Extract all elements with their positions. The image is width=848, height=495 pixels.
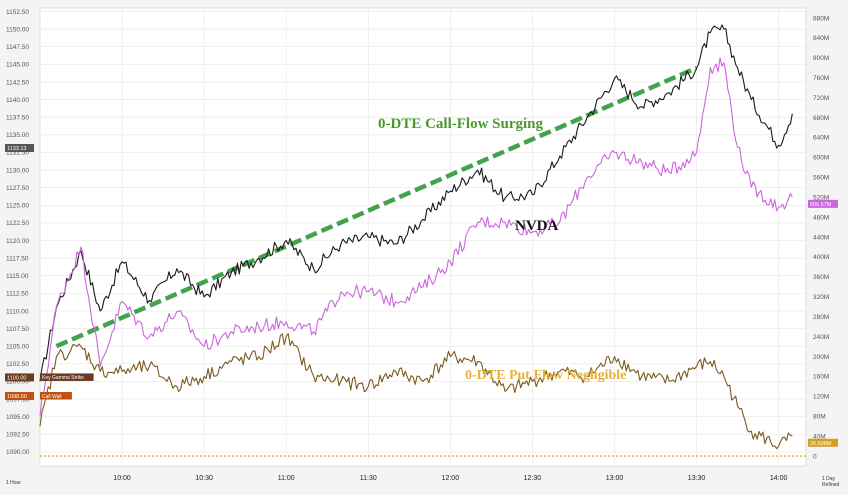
- y-left-tick-label: 1130.00: [6, 167, 29, 174]
- x-tick-label: 10:30: [195, 475, 213, 482]
- y-left-tick-label: 1115.00: [6, 273, 29, 280]
- y-right-tick-label: 360M: [813, 274, 829, 281]
- y-left-tick-label: 1095.00: [6, 414, 30, 421]
- y-right-tick-label: 560M: [813, 175, 829, 182]
- price-tag-text: 1100.00: [7, 375, 26, 381]
- y-right-tick-label: 600M: [813, 155, 829, 162]
- y-left-tick-label: 1092.50: [6, 432, 30, 439]
- y-right-tick-label: 80M: [813, 414, 826, 421]
- y-left-tick-label: 1132.50: [6, 150, 29, 157]
- y-right-tick-label: 520M: [813, 194, 829, 201]
- x-tick-label: 10:00: [113, 475, 131, 482]
- y-right-tick-label: 240M: [813, 334, 829, 341]
- y-left-tick-label: 1140.00: [6, 97, 29, 104]
- y-right-tick-label: 0: [813, 453, 817, 460]
- y-right-tick-label: 400M: [813, 254, 829, 261]
- x-tick-label: 12:30: [524, 475, 542, 482]
- call-flow-series-line: [39, 57, 793, 417]
- price-tag-box: [5, 392, 34, 401]
- y-left-tick-label: 1137.50: [6, 115, 29, 122]
- put-flow-series-line: [39, 333, 793, 450]
- y-left-tick-label: 1090.00: [6, 449, 30, 456]
- level-label-text: Key Gamma Strike: [42, 375, 84, 381]
- x-tick-label: 12:00: [442, 475, 460, 482]
- y-left-tick-label: 1135.00: [6, 132, 29, 139]
- y-right-tick-label: 280M: [813, 314, 829, 321]
- x-tick-label: 14:00: [770, 475, 788, 482]
- y-right-tick-label: 640M: [813, 135, 829, 142]
- x-corner-right-label-line2: Refined: [822, 482, 839, 488]
- x-tick-label: 11:30: [360, 475, 377, 482]
- y-left-tick-label: 1105.00: [6, 344, 29, 351]
- y-left-tick-label: 1150.00: [6, 26, 29, 33]
- y-right-tick-label: 760M: [813, 75, 829, 82]
- price-tag-box: [5, 373, 34, 382]
- nvda-series-line: [39, 24, 793, 382]
- y-left-tick-label: 1152.50: [6, 9, 29, 16]
- y-left-tick-label: 1147.50: [6, 44, 29, 51]
- x-tick-label: 13:00: [606, 475, 624, 482]
- price-tag-text: 1098.50: [7, 394, 27, 400]
- plot-area: [39, 7, 807, 467]
- x-tick-label: 13:30: [688, 475, 706, 482]
- y-right-tick-label: 880M: [813, 15, 829, 22]
- put-flow-annotation: 0-DTE Put Flow Negligible: [465, 368, 626, 383]
- right-tag-box: [808, 199, 838, 208]
- y-right-tick-label: 40M: [813, 433, 826, 440]
- y-left-tick-label: 1127.50: [6, 185, 29, 192]
- y-left-tick-label: 1122.50: [6, 220, 29, 227]
- y-right-tick-label: 680M: [813, 115, 829, 122]
- y-right-tick-label: 320M: [813, 294, 829, 301]
- level-label-text: Call Wall: [42, 394, 62, 400]
- call-flow-annotation: 0-DTE Call-Flow Surging: [378, 116, 544, 132]
- y-right-tick-label: 840M: [813, 35, 829, 42]
- y-left-tick-label: 1107.50: [6, 326, 29, 333]
- x-tick-label: 11:00: [278, 475, 295, 482]
- y-left-tick-label: 1120.00: [6, 238, 29, 245]
- y-right-tick-label: 200M: [813, 354, 829, 361]
- level-label-box: [40, 373, 94, 381]
- right-tag-text: 26.698M: [810, 441, 832, 447]
- x-corner-right-label-line1: 1 Day: [822, 476, 836, 482]
- y-right-tick-label: 160M: [813, 374, 829, 381]
- level-label-box: [40, 392, 72, 400]
- y-left-tick-label: 1110.00: [6, 308, 29, 315]
- y-left-tick-label: 1142.50: [6, 79, 29, 86]
- price-tag-box: [5, 144, 34, 153]
- y-left-tick-label: 1117.50: [6, 255, 29, 262]
- y-right-tick-label: 800M: [813, 55, 829, 62]
- y-right-tick-label: 480M: [813, 214, 829, 221]
- y-right-tick-label: 120M: [813, 394, 829, 401]
- y-right-tick-label: 440M: [813, 234, 829, 241]
- y-left-tick-label: 1125.00: [6, 203, 29, 210]
- nvda-annotation: NVDA: [515, 218, 558, 234]
- right-tag-box: [808, 438, 838, 447]
- y-left-tick-label: 1145.00: [6, 62, 29, 69]
- right-tag-text: 506.57M: [810, 202, 832, 208]
- call-flow-trendline: [55, 65, 698, 349]
- y-left-tick-label: 1102.50: [6, 361, 29, 368]
- x-corner-left-label: 1 Hour: [6, 480, 21, 486]
- y-right-tick-label: 720M: [813, 95, 829, 102]
- price-tag-text: 1133.13: [7, 146, 26, 152]
- y-left-tick-label: 1100.00: [6, 379, 29, 386]
- y-left-tick-label: 1112.50: [6, 291, 29, 298]
